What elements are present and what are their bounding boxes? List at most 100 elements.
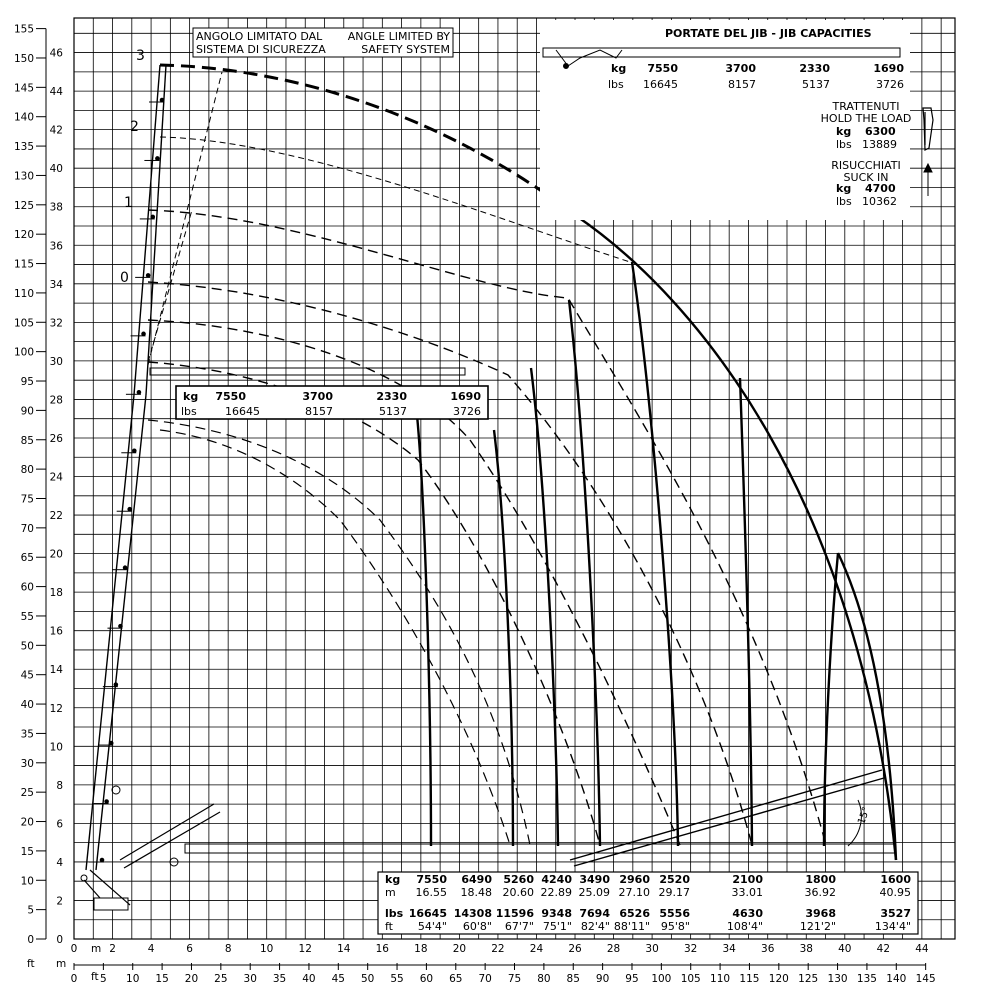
x-m-tick-label: 16: [376, 943, 390, 955]
y-ft-tick-label: 120: [14, 229, 34, 241]
box-kg-2: 2330: [376, 390, 407, 403]
raised-jib: [149, 367, 466, 376]
suck-kg-label: kg: [836, 182, 851, 195]
range-jib1: [147, 209, 827, 846]
boom-joint: [159, 97, 165, 103]
table-kg-cell: 4240: [541, 873, 572, 886]
y-ft-tick-label: 50: [21, 640, 34, 652]
y-ft-tick-label: 15: [21, 846, 34, 858]
angle-arc: [847, 799, 862, 847]
table-ft-cell: 54'4": [418, 920, 447, 933]
table-m-cell: 25.09: [579, 886, 611, 899]
y-ft-tick-label: 0: [27, 934, 34, 946]
knuckle-boom: [119, 803, 215, 861]
angle-note-it-2: SISTEMA DI SICUREZZA: [196, 43, 326, 56]
x-ft-tick-label: 30: [244, 973, 257, 985]
load-line: [738, 377, 754, 847]
table-kg-cell: 2520: [659, 873, 690, 886]
y-m-tick-label: 22: [50, 510, 63, 522]
x-m-tick-label: 42: [877, 943, 890, 955]
table-m-cell: 16.55: [416, 886, 448, 899]
x-m-tick-label: 20: [453, 943, 466, 955]
jib-kg-2: 2330: [799, 62, 830, 75]
suck-arrow-icon: [923, 162, 933, 196]
grid-frame: [73, 17, 956, 940]
jib-capacities-panel: PORTATE DEL JIB - JIB CAPACITIES kg lbs …: [540, 20, 934, 220]
jib-lbs-0: 16645: [643, 78, 678, 91]
x-ft-tick-label: 145: [916, 973, 936, 985]
angle-marker-label: 15°: [856, 806, 872, 826]
boom-joint: [118, 623, 123, 629]
boom-joint: [104, 799, 109, 804]
envelope-dashed: [159, 63, 576, 217]
y-ft-tick-label: 5: [27, 905, 34, 917]
y-m-unit-label: m: [56, 958, 66, 970]
range-b: [147, 361, 601, 846]
box-lbs-1: 8157: [305, 405, 333, 418]
load-line: [415, 414, 433, 847]
x-ft-tick-label: 95: [625, 973, 638, 985]
y-ft-tick-label: 35: [21, 728, 34, 740]
table-kg-cell: 6490: [461, 873, 492, 886]
y-ft-tick-label: 110: [14, 288, 34, 300]
main-boom-edge: [85, 394, 135, 871]
table-kg-cell: 2960: [619, 873, 650, 886]
box-lbs-label: lbs: [181, 405, 197, 418]
suck-title-1: RISUCCHIATI: [831, 159, 900, 172]
x-ft-tick-label: 120: [769, 973, 789, 985]
table-m-cell: 27.10: [619, 886, 651, 899]
load-line-outer: [836, 552, 898, 861]
table-kg-label: kg: [385, 873, 400, 886]
crane-base: [93, 897, 129, 911]
crane-pivot: [80, 874, 88, 882]
jib-lbs-3: 3726: [876, 78, 904, 91]
main-boom-edge: [133, 64, 161, 396]
x-ft-tick-label: 0: [71, 973, 78, 985]
x-ft-tick-label: 65: [449, 973, 462, 985]
table-kg-cell: 2100: [732, 873, 763, 886]
x-ft-tick-label: 105: [681, 973, 701, 985]
jib-position-1: 1: [124, 195, 133, 211]
y-m-tick-label: 0: [56, 934, 63, 946]
suck-title-2: SUCK IN: [844, 171, 889, 184]
table-m-cell: 40.95: [880, 886, 912, 899]
y-ft-tick-label: 155: [14, 24, 34, 36]
boom-joint: [108, 740, 114, 746]
table-lbs-cell: 14308: [454, 907, 492, 920]
x-ft-tick-label: 130: [828, 973, 848, 985]
y-m-tick-label: 24: [50, 472, 64, 484]
table-lbs-cell: 9348: [541, 907, 572, 920]
jib-position-3: 3: [136, 48, 145, 64]
x-ft-tick-label: 50: [361, 973, 374, 985]
table-ft-cell: 60'8": [463, 920, 492, 933]
table-ft-cell: 134'4": [875, 920, 911, 933]
table-lbs-cell: 3527: [880, 907, 911, 920]
load-line: [567, 299, 602, 847]
hold-kg: 6300: [865, 125, 896, 138]
load-line: [630, 261, 680, 847]
y-m-tick-label: 28: [50, 394, 63, 406]
y-m-tick-label: 2: [56, 895, 63, 907]
envelope-solid: [574, 214, 898, 861]
table-m-cell: 36.92: [805, 886, 837, 899]
grid: [73, 17, 956, 940]
x-axis-m: 0 2 4 6 8 10 12 14 16 18 20 22 24 26 28 30 32 34 36 38 40 42 4…: [71, 943, 929, 955]
table-ft-cell: 121'2": [800, 920, 836, 933]
angle-note-en-2: SAFETY SYSTEM: [361, 43, 450, 56]
y-m-tick-label: 10: [50, 741, 63, 753]
x-m-tick-label: 28: [607, 943, 620, 955]
y-ft-tick-label: 105: [14, 317, 34, 329]
boom-joint: [113, 682, 119, 687]
x-m-tick-label: 22: [491, 943, 504, 955]
x-m-tick-label: 30: [645, 943, 658, 955]
load-line: [529, 367, 560, 847]
hook-icon-b: [169, 857, 179, 867]
boom-joint: [127, 506, 132, 512]
boom-joint: [99, 857, 105, 863]
y-ft-unit-label: ft: [27, 958, 35, 970]
x-m-tick-label: 10: [260, 943, 273, 955]
angle-limited-note: ANGOLO LIMITATO DAL SISTEMA DI SICUREZZA…: [192, 27, 454, 58]
jib-kg-1: 3700: [725, 62, 756, 75]
x-ft-tick-label: 20: [185, 973, 198, 985]
table-lbs-label: lbs: [385, 907, 404, 920]
